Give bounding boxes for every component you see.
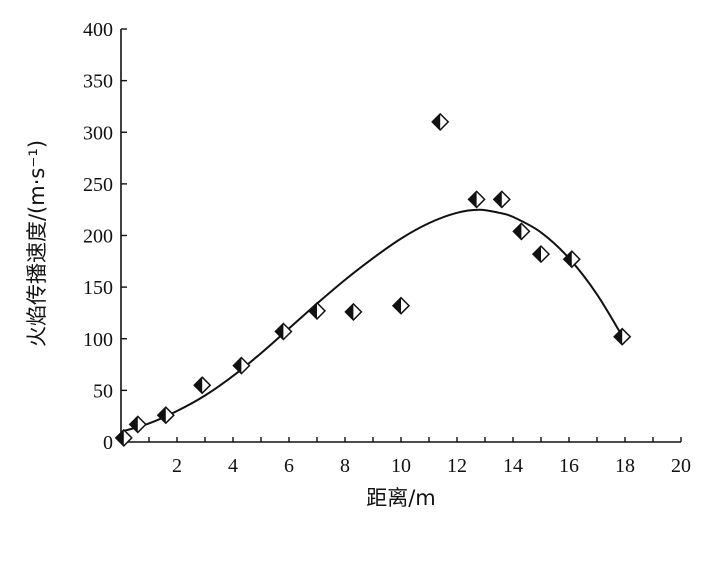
y-tick-label: 300 [83,122,113,144]
x-tick-label: 2 [172,455,182,477]
y-axis-title: 火焰传播速度/(m·s⁻¹) [25,140,49,347]
data-point [431,112,450,131]
y-tick-label: 0 [103,432,113,454]
x-tick-label: 12 [447,455,467,477]
x-axis-title: 距离/m [366,486,436,510]
data-point [562,250,581,269]
fit-curve [120,208,626,433]
y-tick-label: 200 [83,226,113,248]
y-tick-label: 50 [93,380,113,402]
x-tick-label: 14 [503,455,523,477]
data-point [274,322,293,341]
data-point [193,376,212,395]
data-point [156,406,175,425]
x-tick-label: 6 [284,455,294,477]
y-axis-ticks: 0 50 100 150 200 250 300 350 400 [83,19,127,454]
x-tick-label: 16 [559,455,579,477]
data-points [114,112,632,447]
data-point [613,327,632,346]
y-tick-label: 400 [83,19,113,41]
x-tick-label: 4 [228,455,238,477]
data-point [467,190,486,209]
y-tick-label: 350 [83,71,113,93]
data-point [391,296,411,315]
x-tick-label: 20 [671,455,691,477]
y-tick-label: 100 [83,329,113,351]
data-point [344,302,363,321]
x-tick-label: 18 [615,455,635,477]
x-tick-label: 10 [391,455,411,477]
data-point [492,190,511,209]
x-tick-label: 8 [340,455,350,477]
data-point [512,222,531,241]
y-tick-label: 250 [83,174,113,196]
data-point [531,245,551,264]
y-tick-label: 150 [83,277,113,299]
data-point [114,428,133,447]
x-axis-ticks: 2 4 6 8 10 12 14 16 18 20 [148,437,691,477]
data-point [232,356,251,375]
data-point [307,301,327,320]
data-point [128,415,147,434]
